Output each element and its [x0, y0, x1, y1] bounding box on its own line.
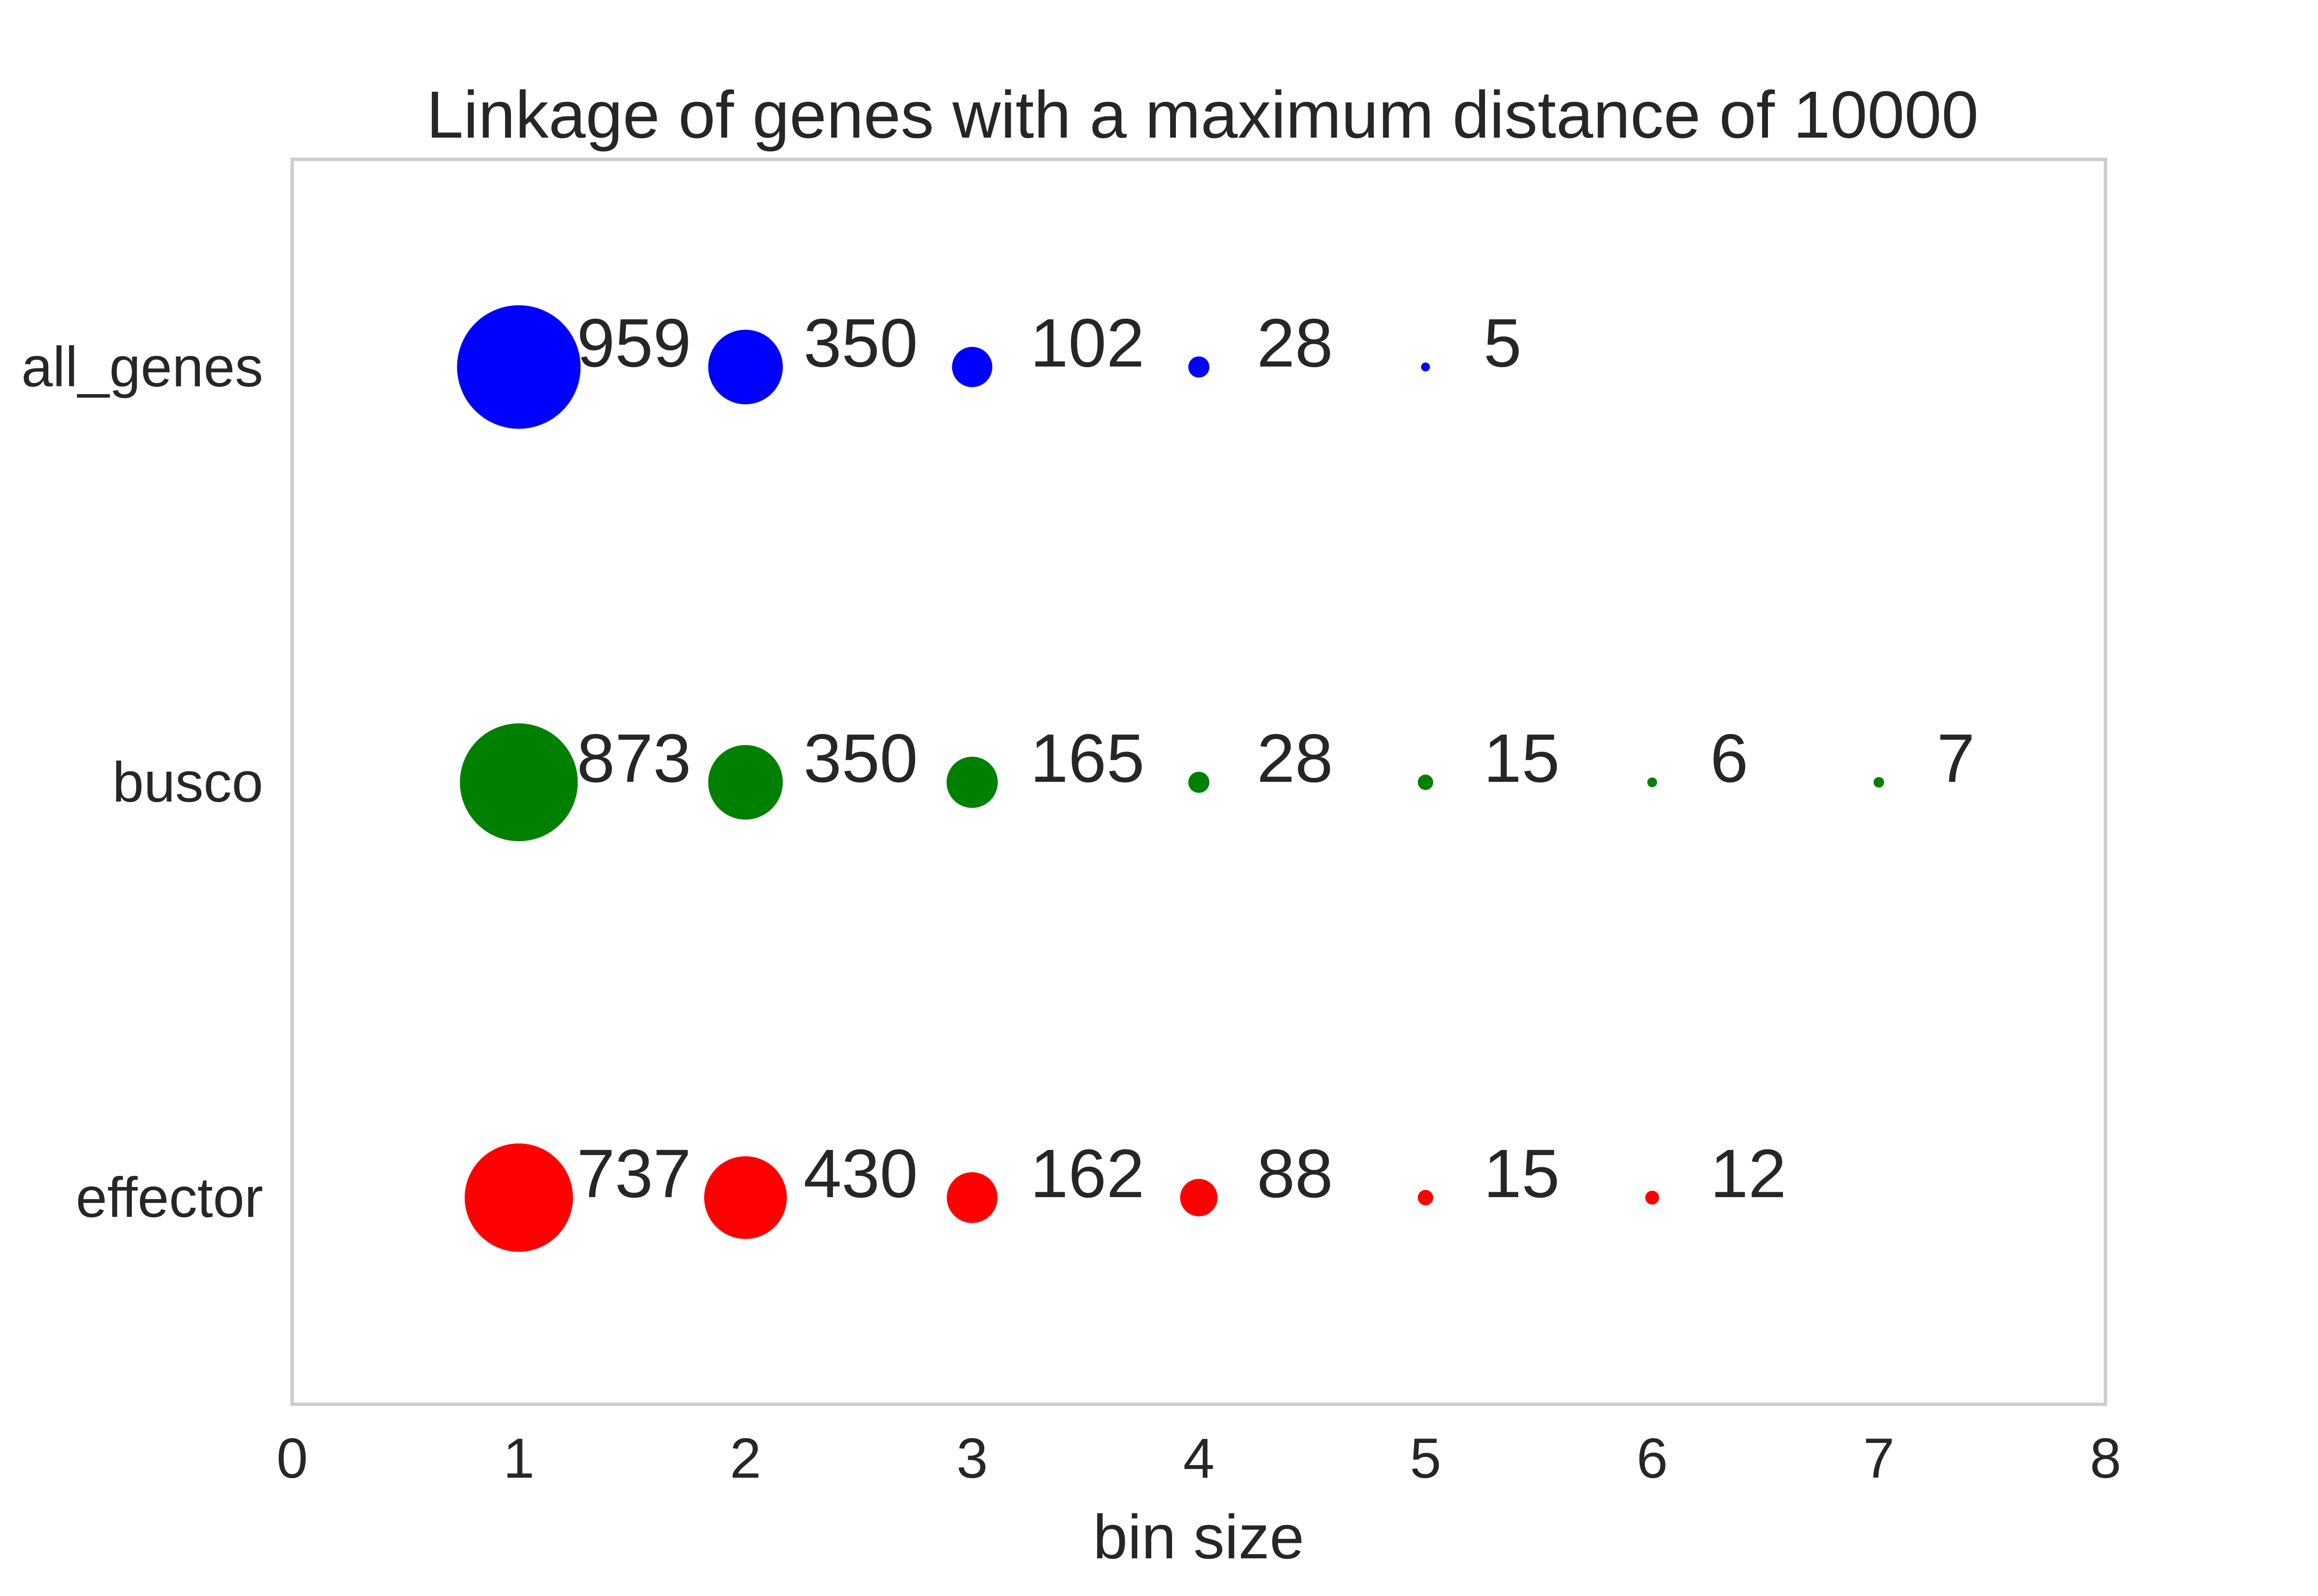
- x-tick-label: 5: [1410, 1427, 1441, 1490]
- bubble-busco-5: [1417, 775, 1433, 790]
- bubble-busco-1: [460, 723, 578, 842]
- data-label: 88: [1257, 1135, 1333, 1212]
- x-tick-label: 4: [1183, 1427, 1215, 1490]
- x-axis-label: bin size: [1093, 1502, 1304, 1572]
- bubble-busco-4: [1188, 772, 1210, 793]
- data-label: 162: [1030, 1135, 1145, 1212]
- y-tick-label: all_genes: [21, 335, 263, 398]
- bubble-effector-5: [1417, 1190, 1433, 1205]
- chart-title: Linkage of genes with a maximum distance…: [426, 78, 1979, 152]
- bubble-all_genes-1: [457, 305, 581, 429]
- data-label: 430: [804, 1135, 918, 1212]
- data-label: 7: [1937, 720, 1975, 797]
- data-label: 873: [577, 720, 691, 797]
- data-label: 15: [1484, 720, 1560, 797]
- x-tick-label: 8: [2090, 1427, 2121, 1490]
- bubble-busco-7: [1873, 777, 1884, 788]
- data-label: 28: [1257, 720, 1333, 797]
- bubble-all_genes-3: [952, 347, 992, 387]
- bubble-busco-2: [708, 745, 783, 820]
- x-tick-label: 1: [503, 1427, 535, 1490]
- bubble-all_genes-5: [1421, 362, 1430, 372]
- data-label: 165: [1030, 720, 1145, 797]
- bubble-effector-1: [465, 1143, 573, 1252]
- data-labels: 959 350 102 28 5 873 350 165 28 15 6 7 737 430 162 88 15…: [577, 305, 1975, 1212]
- x-tick-label: 0: [276, 1427, 308, 1490]
- bubble-all_genes-2: [708, 329, 783, 405]
- bubble-effector-4: [1180, 1179, 1218, 1216]
- data-label: 15: [1484, 1135, 1560, 1212]
- data-label: 6: [1710, 720, 1748, 797]
- y-tick-label: busco: [113, 750, 263, 814]
- y-tick-label: effector: [76, 1166, 263, 1229]
- data-label: 737: [577, 1135, 691, 1212]
- bubbles: [457, 305, 1884, 1252]
- x-tick-labels: 0 1 2 3 4 5 6 7 8: [276, 1427, 2121, 1490]
- bubble-effector-2: [704, 1156, 787, 1239]
- bubble-effector-6: [1645, 1190, 1659, 1205]
- x-tick-label: 6: [1637, 1427, 1668, 1490]
- bubble-busco-3: [947, 756, 998, 808]
- bubble-effector-3: [947, 1172, 998, 1223]
- bubble-all_genes-4: [1188, 356, 1210, 378]
- data-label: 350: [804, 720, 918, 797]
- data-label: 5: [1484, 305, 1522, 381]
- x-tick-label: 2: [730, 1427, 761, 1490]
- data-label: 102: [1030, 305, 1145, 381]
- x-tick-label: 3: [957, 1427, 988, 1490]
- bubble-busco-6: [1647, 777, 1657, 788]
- data-label: 12: [1710, 1135, 1786, 1212]
- data-label: 959: [577, 305, 691, 381]
- x-tick-label: 7: [1863, 1427, 1894, 1490]
- data-label: 350: [804, 305, 918, 381]
- data-label: 28: [1257, 305, 1333, 381]
